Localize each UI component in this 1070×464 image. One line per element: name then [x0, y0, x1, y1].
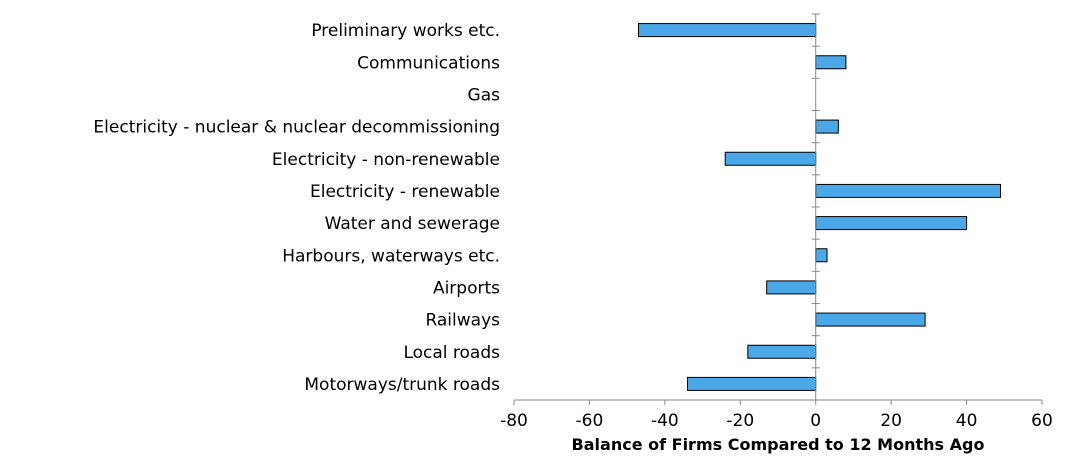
- x-tick-label: -20: [726, 411, 754, 431]
- category-label: Local roads: [403, 343, 500, 363]
- bar-electricity-non-renewable: [724, 151, 817, 166]
- x-tick-label: 60: [1031, 411, 1053, 431]
- bar-communications: [815, 55, 847, 70]
- bar-local-roads: [747, 344, 817, 359]
- category-label: Communications: [357, 53, 500, 73]
- x-tick-label: -60: [576, 411, 604, 431]
- category-label: Airports: [433, 278, 500, 298]
- category-label: Harbours, waterways etc.: [282, 246, 500, 266]
- x-tick-label: 0: [810, 411, 821, 431]
- category-label: Gas: [468, 85, 501, 105]
- axes-group: [513, 13, 1043, 405]
- category-labels: Preliminary works etc. Communications Gas E…: [93, 21, 500, 395]
- category-label: Water and sewerage: [325, 214, 500, 234]
- bar-motorways-trunk-roads: [686, 376, 817, 391]
- x-tick-label: 20: [880, 411, 902, 431]
- bar-water-and-sewerage: [815, 216, 968, 231]
- bar-railways: [815, 312, 926, 327]
- bar-harbours-waterways-etc: [815, 248, 828, 263]
- bar-preliminary-works-etc: [637, 23, 817, 38]
- x-tick-label: 40: [956, 411, 978, 431]
- bar-airports: [766, 280, 817, 295]
- bar-electricity-nuclear-nuclear-decommissioning: [815, 119, 839, 134]
- category-label: Electricity - non-renewable: [272, 150, 500, 170]
- x-tick-labels: -80 -60 -40 -20 0 20 40 60: [500, 411, 1053, 431]
- category-label: Electricity - nuclear & nuclear decommis…: [93, 118, 500, 138]
- x-axis-title: Balance of Firms Compared to 12 Months A…: [572, 435, 985, 454]
- category-label: Railways: [425, 311, 500, 331]
- category-label: Preliminary works etc.: [311, 21, 500, 41]
- category-label: Electricity - renewable: [310, 182, 500, 202]
- category-label: Motorways/trunk roads: [304, 375, 500, 395]
- bar-electricity-renewable: [815, 183, 1002, 198]
- x-tick-label: -80: [500, 411, 528, 431]
- x-tick-label: -40: [651, 411, 679, 431]
